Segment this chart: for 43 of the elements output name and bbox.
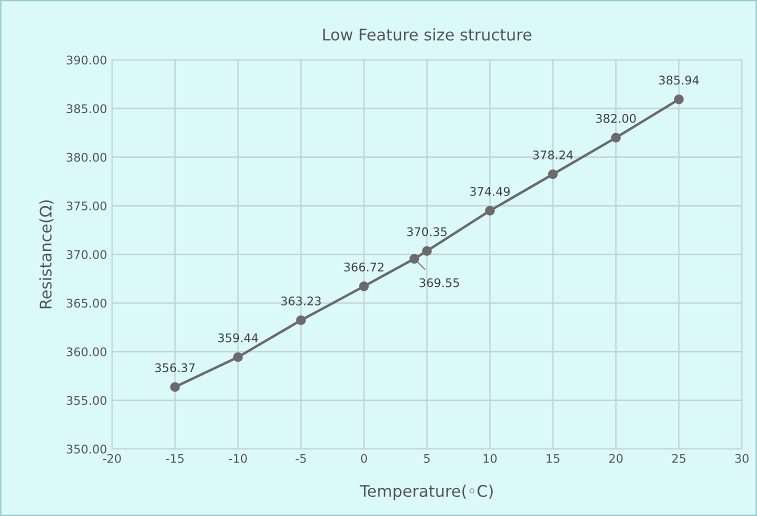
data-label: 374.49 xyxy=(470,187,510,196)
point xyxy=(409,254,420,264)
x-tick-label: -5 xyxy=(296,454,306,463)
point xyxy=(359,281,369,292)
y-tick-label: 350.00 xyxy=(66,444,106,454)
data-label: 385.94 xyxy=(659,76,699,85)
x-tick-label: 5 xyxy=(424,454,430,463)
point xyxy=(674,94,684,104)
data-label: 370.35 xyxy=(407,227,447,236)
point xyxy=(548,169,558,180)
point xyxy=(422,246,432,256)
x-tick-label: 0 xyxy=(360,454,367,463)
chart-title: Low Feature size structure xyxy=(323,28,532,41)
data-label: 378.24 xyxy=(533,150,573,160)
x-tick-label: 15 xyxy=(546,454,560,463)
point xyxy=(233,352,243,362)
point xyxy=(611,132,621,143)
y-tick-label: 380.00 xyxy=(66,152,106,162)
y-tick-label: 370.00 xyxy=(66,250,106,260)
y-tick-label: 375.00 xyxy=(66,201,106,210)
y-tick-label: 390.00 xyxy=(66,56,106,65)
data-label: 363.23 xyxy=(281,296,321,306)
data-label: 369.55 xyxy=(420,278,459,288)
x-tick-label: -20 xyxy=(102,454,121,463)
data-label: 366.72 xyxy=(344,262,384,272)
y-tick-label: 360.00 xyxy=(66,347,106,356)
x-tick-label: 30 xyxy=(735,454,749,463)
x-tick-label: 20 xyxy=(609,454,623,463)
y-tick-label: 365.00 xyxy=(66,298,106,308)
y-tick-label: 355.00 xyxy=(66,396,106,405)
data-label: 382.00 xyxy=(596,114,636,123)
x-tick-label: 10 xyxy=(484,454,497,463)
point xyxy=(485,206,495,216)
x-tick-label: 25 xyxy=(672,454,686,463)
y-tick-label: 385.00 xyxy=(66,104,106,114)
y-axis-title: Resistance(Ω) xyxy=(39,200,54,308)
x-tick-label: -15 xyxy=(166,454,184,463)
point xyxy=(296,315,306,326)
x-tick-label: -10 xyxy=(228,454,247,463)
x-axis-title: Temperature(◦C) xyxy=(360,484,493,500)
data-label: 359.44 xyxy=(218,333,258,342)
data-label: 356.37 xyxy=(155,363,195,372)
point xyxy=(170,382,180,392)
